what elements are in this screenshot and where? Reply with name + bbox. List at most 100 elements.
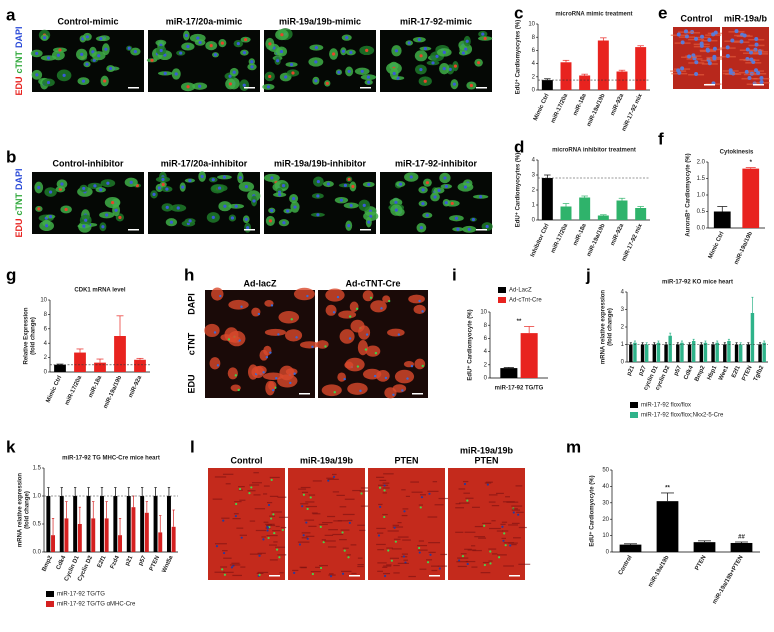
nucleus xyxy=(756,70,761,75)
fiber xyxy=(480,572,491,574)
cell xyxy=(347,382,368,395)
fiber xyxy=(427,516,438,518)
error-bar xyxy=(747,342,750,345)
scale-bar xyxy=(476,87,487,89)
fiber xyxy=(269,544,277,546)
fiber xyxy=(382,482,390,484)
y-tick-label: 10 xyxy=(602,533,609,539)
nucleus xyxy=(387,549,390,552)
fiber xyxy=(277,554,287,556)
nucleus xyxy=(215,545,219,548)
nucleus xyxy=(228,82,233,86)
nucleus xyxy=(133,49,137,54)
nucleus xyxy=(209,44,213,48)
fiber xyxy=(408,575,416,578)
fiber xyxy=(305,535,315,537)
error-bar xyxy=(100,487,104,496)
bar xyxy=(730,542,753,552)
nucleus xyxy=(293,571,296,574)
scale-bar xyxy=(509,575,520,577)
nucleus xyxy=(485,224,489,229)
image-caption: miR-19a/19b-inhibitor xyxy=(274,158,367,168)
bar xyxy=(560,62,572,90)
error-bar xyxy=(688,342,691,345)
bar xyxy=(54,364,66,372)
x-tick-label: miR-19a/19b xyxy=(648,555,671,589)
nucleus xyxy=(163,71,167,75)
fiber xyxy=(502,530,509,532)
nucleus xyxy=(157,186,162,190)
cell xyxy=(362,368,382,380)
fiber xyxy=(269,495,279,497)
cell xyxy=(209,357,221,370)
nucleus xyxy=(341,572,345,575)
nucleus xyxy=(366,75,371,79)
y-axis-label: (fold change) xyxy=(608,308,614,346)
fiber xyxy=(488,560,493,562)
nucleus xyxy=(387,299,391,303)
annotation: * xyxy=(750,160,753,166)
y-axis-label: mRNA relative expression xyxy=(18,473,24,547)
fiber xyxy=(386,547,393,549)
nucleus xyxy=(401,389,404,392)
nucleus xyxy=(250,486,253,489)
fiber xyxy=(434,504,444,506)
fiber xyxy=(405,495,411,498)
nucleus xyxy=(293,205,297,209)
x-tick-label: E2f1 xyxy=(97,554,108,569)
nucleus xyxy=(211,215,215,219)
error-bar xyxy=(51,518,55,536)
nucleus xyxy=(457,559,461,562)
nucleus xyxy=(165,187,169,191)
nucleus xyxy=(230,566,234,569)
error-bar xyxy=(669,332,672,336)
fiber xyxy=(328,574,336,576)
fiber xyxy=(249,553,262,555)
nucleus xyxy=(85,62,89,66)
error-bar xyxy=(661,492,674,502)
fiber xyxy=(328,529,338,531)
nucleus xyxy=(101,225,105,229)
nucleus xyxy=(332,475,336,478)
nucleus xyxy=(373,374,377,378)
fiber xyxy=(271,511,282,513)
nucleus xyxy=(421,188,425,192)
fiber xyxy=(491,505,500,507)
bar xyxy=(715,342,719,362)
nucleus xyxy=(347,556,350,559)
error-bar xyxy=(763,340,766,343)
fiber xyxy=(329,573,334,575)
nucleus xyxy=(257,312,261,316)
bar xyxy=(723,344,727,362)
bar xyxy=(86,496,91,552)
nucleus xyxy=(712,56,717,61)
nucleus xyxy=(351,184,355,189)
cell xyxy=(413,304,426,314)
fiber xyxy=(511,505,523,507)
nucleus xyxy=(242,51,246,55)
nucleus xyxy=(394,208,398,212)
fiber xyxy=(511,509,521,511)
fiber xyxy=(431,569,438,572)
nucleus xyxy=(734,29,739,34)
fiber xyxy=(431,565,439,567)
error-bar xyxy=(657,340,660,343)
nucleus xyxy=(316,180,320,184)
nucleus xyxy=(348,315,352,318)
y-tick-label: 4 xyxy=(532,61,536,67)
nucleus xyxy=(106,181,110,185)
panel-label: k xyxy=(6,437,16,456)
y-tick-label: 2 xyxy=(44,355,48,361)
nucleus xyxy=(326,182,331,186)
nucleus xyxy=(374,351,378,355)
bar xyxy=(541,80,553,90)
nucleus xyxy=(369,296,373,299)
cell xyxy=(325,288,345,302)
nucleus xyxy=(429,553,432,556)
cell xyxy=(357,339,368,356)
legend-swatch xyxy=(630,412,638,418)
y-tick-label: 0.0 xyxy=(33,550,42,556)
nucleus xyxy=(465,39,469,43)
fiber xyxy=(456,561,469,563)
bar xyxy=(158,532,163,552)
